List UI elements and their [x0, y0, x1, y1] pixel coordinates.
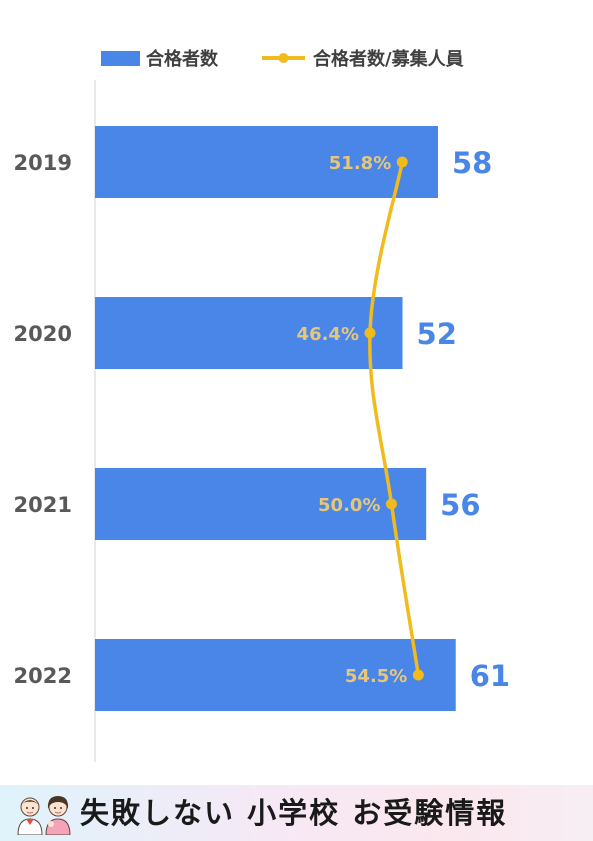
legend-bar-swatch — [101, 51, 140, 66]
category-label-2021: 2021 — [14, 493, 72, 517]
bar-2022 — [95, 639, 456, 711]
bar-value-labels: 58 52 56 61 — [417, 146, 511, 693]
ratio-marker-2021 — [385, 498, 397, 510]
bar-2020 — [95, 297, 403, 369]
bar-value-label-2020: 52 — [417, 317, 457, 351]
footer-banner: 失敗しない 小学校 お受験情報 — [0, 785, 593, 841]
ratio-marker-2020 — [364, 327, 376, 339]
category-label-2019: 2019 — [14, 151, 72, 175]
legend-line-marker — [278, 53, 289, 63]
ratio-label-2022: 54.5% — [345, 666, 407, 687]
category-label-2022: 2022 — [14, 664, 72, 688]
category-label-2020: 2020 — [14, 322, 72, 346]
bar-value-label-2019: 58 — [452, 146, 492, 180]
children-illustration-icon — [17, 796, 71, 835]
bar-2021 — [95, 468, 427, 540]
legend-label-line: 合格者数/募集人員 — [313, 48, 464, 70]
ratio-marker-2022 — [412, 669, 424, 681]
ratio-label-2021: 50.0% — [318, 495, 380, 516]
line-series: 51.8% 46.4% 50.0% 54.5% — [297, 153, 424, 687]
legend: 合格者数 合格者数/募集人員 — [101, 48, 464, 70]
bar-series — [95, 126, 456, 711]
bar-value-label-2021: 56 — [440, 488, 480, 522]
bar-2019 — [95, 126, 438, 198]
ratio-marker-2019 — [396, 156, 408, 168]
footer-title: 失敗しない 小学校 お受験情報 — [80, 796, 508, 830]
legend-label-bar: 合格者数 — [146, 48, 219, 70]
ratio-label-2020: 46.4% — [297, 324, 359, 345]
bar-value-label-2022: 61 — [470, 659, 510, 693]
ratio-line — [368, 160, 421, 677]
ratio-label-2019: 51.8% — [329, 153, 391, 174]
category-labels: 2019 2020 2021 2022 — [14, 151, 72, 688]
